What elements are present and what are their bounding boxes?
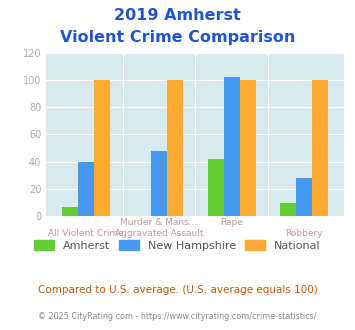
Text: All Violent Crime: All Violent Crime — [48, 229, 124, 238]
Bar — [208, 159, 224, 216]
Text: 2019 Amherst: 2019 Amherst — [114, 8, 241, 23]
Bar — [62, 207, 78, 216]
Bar — [296, 178, 312, 216]
Bar — [240, 80, 256, 216]
Text: Rape: Rape — [220, 218, 243, 227]
Bar — [78, 162, 94, 216]
Legend: Amherst, New Hampshire, National: Amherst, New Hampshire, National — [30, 236, 325, 255]
Bar — [312, 80, 328, 216]
Text: Aggravated Assault: Aggravated Assault — [115, 229, 203, 238]
Text: Compared to U.S. average. (U.S. average equals 100): Compared to U.S. average. (U.S. average … — [38, 285, 317, 295]
Text: Robbery: Robbery — [285, 229, 323, 238]
Text: © 2025 CityRating.com - https://www.cityrating.com/crime-statistics/: © 2025 CityRating.com - https://www.city… — [38, 312, 317, 321]
Bar — [94, 80, 110, 216]
Bar — [167, 80, 183, 216]
Bar — [280, 203, 296, 216]
Text: Murder & Mans...: Murder & Mans... — [120, 218, 198, 227]
Bar — [151, 151, 167, 216]
Bar — [224, 77, 240, 216]
Text: Violent Crime Comparison: Violent Crime Comparison — [60, 30, 295, 45]
